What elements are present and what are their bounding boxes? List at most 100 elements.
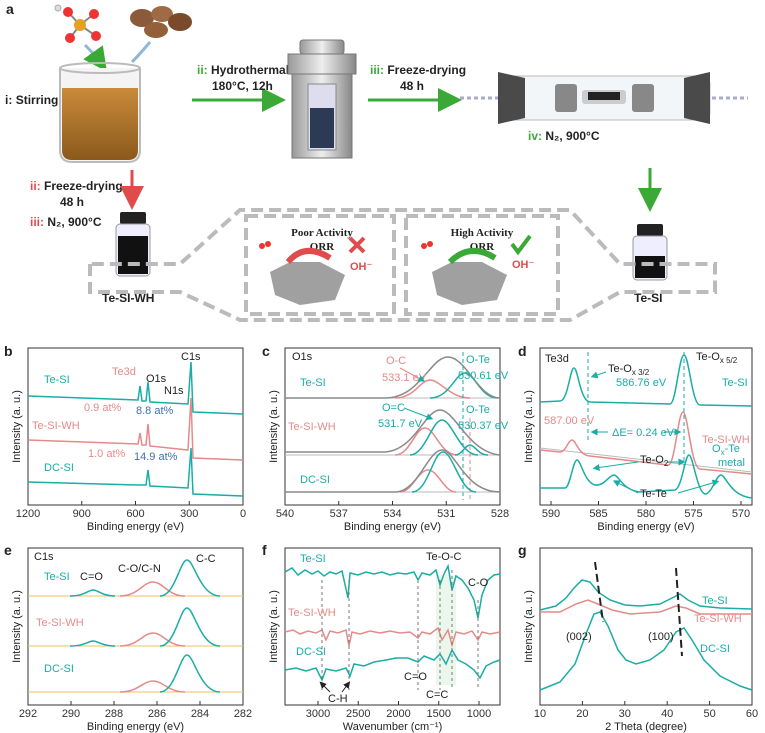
spectrum	[539, 579, 753, 611]
y-axis-label: Intensity (a. u.)	[11, 390, 23, 463]
annotation: C-C	[196, 553, 216, 565]
series-label: Te-SI-WH	[702, 434, 750, 446]
precursor-molecule	[54, 4, 101, 43]
plot-frame	[539, 547, 753, 706]
panel-b: b Te-SI Te-SI-WH DC-SI Te3d O1s N1s C1s …	[4, 343, 244, 506]
x-axis-label: Binding energy (eV)	[344, 521, 441, 533]
annotation: O-Te	[466, 354, 490, 366]
high-activity: High Activity ORR OH⁻	[421, 227, 535, 305]
x-tick-label: 531	[437, 508, 455, 520]
annotation: C=O	[404, 671, 427, 683]
x-tick-label: 1200	[16, 508, 40, 520]
annotation: 8.8 at%	[136, 405, 174, 417]
beaker	[59, 62, 141, 163]
x-tick-label: 600	[126, 508, 144, 520]
nuts	[130, 6, 192, 38]
x-tick-label: 585	[589, 508, 607, 520]
step-label: iv: N₂, 900°C	[528, 129, 600, 143]
plot-frame	[284, 547, 501, 706]
series-label: Te-SI-WH	[288, 607, 336, 619]
annotation: 1.0 at%	[88, 448, 126, 460]
annotation: Te-Ox 3/2	[608, 363, 650, 377]
annotation: (100)	[648, 631, 674, 643]
step-label: ii: Freeze-drying	[30, 179, 123, 193]
spectrum	[539, 411, 753, 475]
annotation: O1s	[146, 373, 167, 385]
x-tick-label: 292	[19, 708, 37, 720]
annotation: C-H	[328, 693, 348, 705]
annotation: 530.37 eV	[458, 420, 509, 432]
x-tick-label: 20	[576, 708, 588, 720]
step-detail: 48 h	[60, 195, 84, 209]
series-label: DC-SI	[300, 474, 330, 486]
panel-label: b	[4, 343, 13, 359]
x-tick-label: 286	[148, 708, 166, 720]
annotation: O1s	[292, 351, 313, 363]
series-label: DC-SI	[44, 663, 74, 675]
autoclave	[287, 39, 357, 159]
envelope	[285, 449, 501, 493]
x-tick-label: 3000	[306, 708, 330, 720]
x-tick-label: 570	[732, 508, 750, 520]
series-label: Te-SI	[300, 377, 326, 389]
annotation: O-C	[386, 355, 406, 367]
x-tick-label: 30	[619, 708, 631, 720]
panel-label: g	[518, 542, 527, 558]
x-tick-label: 537	[330, 508, 348, 520]
x-tick-label: 575	[684, 508, 702, 520]
y-axis-label: Intensity (a. u.)	[11, 590, 23, 663]
x-axis-label: Binding energy (eV)	[87, 521, 184, 533]
annotation: 0.9 at%	[84, 402, 122, 414]
annotation: 531.7 eV	[378, 418, 423, 430]
series-label: Te-SI-WH	[36, 617, 84, 629]
series-label: Te-SI	[722, 377, 748, 389]
annotation: metal	[718, 457, 745, 469]
annotation: C1s	[181, 351, 201, 363]
x-tick-label: 580	[637, 508, 655, 520]
x-tick-label: 1000	[467, 708, 491, 720]
x-tick-label: 2000	[386, 708, 410, 720]
step-label: i: Stirring	[5, 93, 58, 107]
annotation: Te3d	[545, 353, 569, 365]
panel-g: g Te-SI Te-SI-WH DC-SI (002) (100)	[518, 542, 753, 706]
annotation: Te-O2	[640, 454, 669, 468]
x-tick-label: 10	[534, 708, 546, 720]
envelope	[285, 409, 501, 456]
x-tick-label: 282	[234, 708, 252, 720]
peak	[119, 632, 186, 647]
panel-label: f	[262, 542, 267, 558]
annotation: Te-Ox 5/2	[696, 351, 738, 365]
y-axis-label: Intensity (a. u.)	[523, 590, 535, 663]
activity-title: Poor Activity	[291, 227, 353, 239]
peak	[69, 589, 116, 597]
series-label: Te-SI-WH	[288, 421, 336, 433]
y-axis-label: Intensity (a. u.)	[268, 590, 280, 663]
spectrum	[27, 397, 244, 461]
annotation: 586.76 eV	[616, 377, 667, 389]
x-axis-label: Wavenumber (cm⁻¹)	[343, 721, 443, 733]
panel-d: d Te3d Te-SI Te-SI-WH Te-Ox 3/2 586.76 e…	[518, 343, 753, 506]
peak	[159, 654, 221, 693]
spectrum	[27, 447, 244, 497]
peak	[394, 427, 459, 456]
sample-label: Te-SI	[634, 291, 662, 305]
peak	[394, 379, 471, 399]
panel-c: c O1s Te-SI Te-SI-WH DC-SI O-C 533.1 eV …	[262, 343, 509, 506]
annotation: C=O	[80, 571, 103, 583]
series-label: DC-SI	[700, 643, 730, 655]
step-label: iii: Freeze-drying	[370, 63, 466, 77]
peak	[411, 451, 477, 493]
series-label: DC-SI	[44, 462, 74, 474]
x-tick-label: 50	[703, 708, 715, 720]
annotation: C-O/C-N	[118, 563, 161, 575]
annotation: O-Te	[466, 404, 490, 416]
step-label: ii: Hydrothermal	[197, 63, 289, 77]
annotation: 14.9 at%	[134, 451, 178, 463]
vial-right	[632, 224, 668, 281]
annotation: Ox-Te	[712, 443, 740, 457]
peak	[119, 680, 186, 693]
spectrum	[540, 599, 752, 615]
annotation: C-O	[468, 577, 489, 589]
annotation: C1s	[34, 551, 54, 563]
